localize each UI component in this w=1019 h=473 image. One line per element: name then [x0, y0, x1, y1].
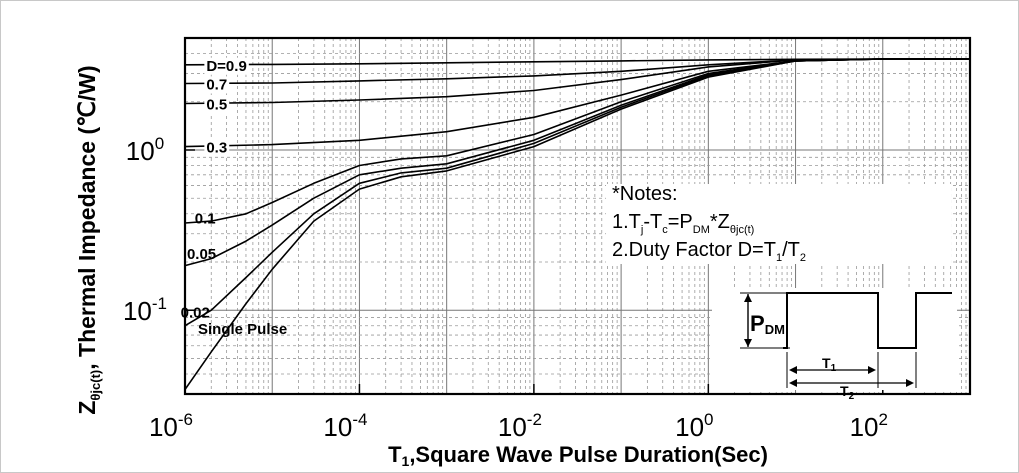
curve-label-3: 0.3 — [206, 139, 227, 156]
x-tick-label-4: 102 — [850, 410, 888, 442]
curve-label-7: Single Pulse — [198, 321, 287, 338]
curve-label-5: 0.05 — [187, 246, 216, 263]
pdm-label: PDM — [750, 311, 785, 337]
series-curves — [184, 58, 970, 390]
x-axis-title: T1,Square Wave Pulse Duration(Sec) — [388, 442, 768, 469]
series-line-3 — [184, 58, 970, 148]
y-axis-title: Zθjc(t), Thermal Impedance (℃/W) — [74, 65, 103, 414]
curve-label-1: 0.7 — [206, 76, 227, 93]
pulse-waveform — [783, 292, 952, 349]
x-tick-label-0: 10-6 — [149, 410, 193, 442]
curve-label-6: 0.02 — [181, 305, 210, 322]
plot-area — [183, 36, 972, 396]
x-tick-label-1: 10-4 — [323, 410, 367, 442]
y-tick-label-0: 100 — [126, 134, 164, 166]
notes-heading: *Notes: — [612, 183, 678, 205]
y-tick-label-1: 10-1 — [123, 294, 167, 326]
series-line-2 — [184, 58, 970, 105]
series-line-1 — [184, 58, 970, 85]
series-line-7 — [184, 58, 970, 390]
x-tick-label-2: 10-2 — [498, 410, 542, 442]
x-tick-label-3: 100 — [675, 410, 713, 442]
t2-label: T2 — [840, 383, 855, 402]
axis-ticks: 10-6 10-4 10-2 100 102 100 10-1 — [123, 134, 888, 442]
curve-label-2: 0.5 — [206, 96, 227, 113]
curve-label-4: 0.1 — [195, 211, 216, 228]
t1-label: T1 — [822, 355, 837, 374]
notes-line-2: 2.Duty Factor D=T1/T2 — [612, 239, 806, 264]
notes-block: *Notes: 1.Tj-Tc=PDM*Zθjc(t) 2.Duty Facto… — [606, 183, 951, 264]
pulse-waveform-inset: PDM T1 T2 — [712, 288, 957, 402]
curve-label-0: D=0.9 — [206, 58, 246, 75]
notes-line-1: 1.Tj-Tc=PDM*Zθjc(t) — [612, 211, 754, 236]
